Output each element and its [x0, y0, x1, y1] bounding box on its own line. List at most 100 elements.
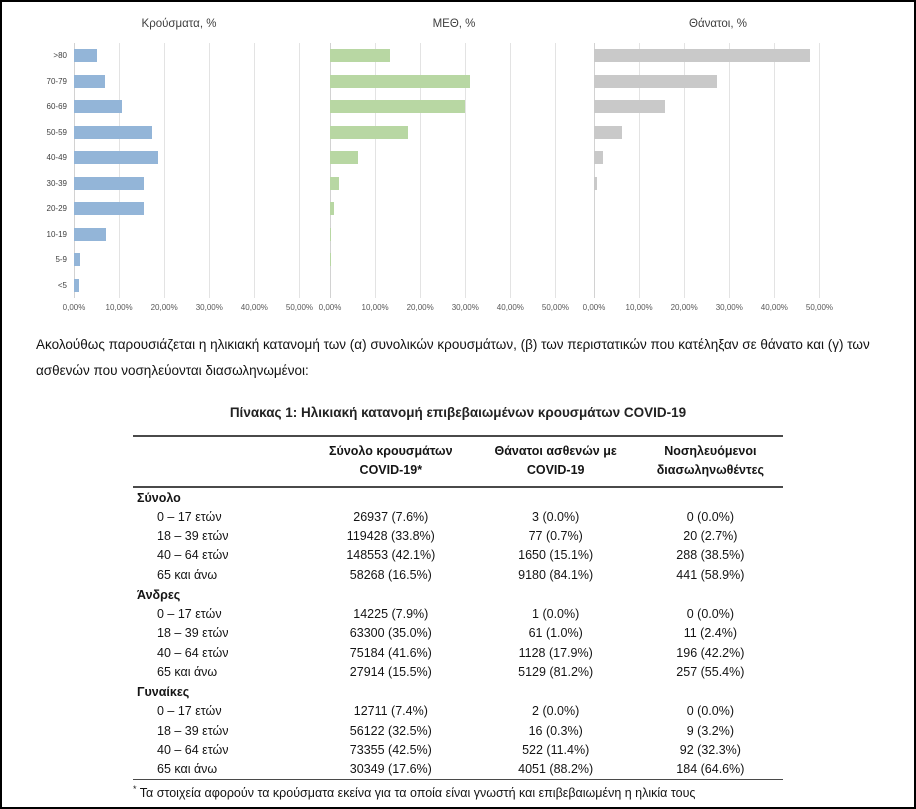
cell-value: 92 (32.3%): [679, 742, 741, 757]
bar-row: [74, 43, 322, 69]
bar: [74, 125, 153, 139]
age-group-label: 65 και άνω: [157, 567, 218, 582]
gridline: [330, 43, 331, 298]
bar-row: [594, 43, 842, 69]
x-tick-label: 40,00%: [760, 303, 788, 312]
section-label: Σύνολο: [137, 490, 181, 505]
x-tick-label: 50,00%: [541, 303, 570, 312]
cell-value: 9 (3.2%): [686, 723, 734, 738]
age-group-label: 40 – 64 ετών: [157, 742, 229, 757]
bar-group: [594, 43, 842, 298]
x-tick-label: 0,00%: [62, 303, 86, 312]
bar-row: [594, 273, 842, 299]
gridline: [594, 43, 595, 298]
gridline: [465, 43, 467, 298]
y-axis-label: 50-59: [46, 127, 67, 137]
gridline: [510, 43, 512, 298]
bar: [74, 74, 105, 88]
bar: [330, 100, 466, 114]
cell-value: 63300 (35.0%): [349, 626, 432, 641]
bar-row: [330, 247, 578, 273]
bar: [74, 151, 158, 165]
bar-row: [594, 222, 842, 248]
cell-value: 16 (0.3%): [528, 723, 583, 738]
footnote-row: * Τα στοιχεία αφορούν τα κρούσματα εκείν…: [133, 779, 783, 801]
cell-value: 1128 (17.9%): [518, 645, 593, 660]
cases-plot-area: [74, 43, 322, 298]
bar-row: [594, 171, 842, 197]
cell-value: 12711 (7.4%): [353, 704, 428, 719]
age-axis-labels: >80 70-79 60-69 50-59 40-49 30-39 20-29 10-19 5-…: [36, 43, 74, 298]
bar: [330, 125, 408, 139]
bar-row: [330, 94, 578, 120]
x-tick-label: 40,00%: [240, 303, 268, 312]
bar: [594, 151, 603, 165]
x-tick-label: 10,00%: [361, 303, 389, 312]
section-label: Άνδρες: [137, 587, 181, 602]
section-row: Σύνολο: [133, 487, 783, 508]
age-group-label: 65 και άνω: [157, 664, 218, 679]
bar: [74, 278, 79, 292]
x-tick-label: 20,00%: [150, 303, 178, 312]
cell-value: 0 (0.0%): [686, 704, 734, 719]
intro-paragraph: Ακολούθως παρουσιάζεται η ηλικιακή καταν…: [36, 337, 870, 378]
bar-row: [594, 196, 842, 222]
bar: [74, 49, 97, 63]
cell-value: 522 (11.4%): [522, 742, 590, 757]
gridline: [420, 43, 422, 298]
bar-row: [74, 196, 322, 222]
x-tick-label: 10,00%: [625, 303, 653, 312]
header-intubated: Νοσηλευόμενοι διασωληνωθέντες: [637, 436, 783, 488]
bar-row: [330, 171, 578, 197]
cell-value: 441 (58.9%): [676, 567, 745, 582]
table-row: 65 και άνω 30349 (17.6%) 4051 (88.2%) 184 (…: [133, 760, 783, 780]
cell-value: 58268 (16.5%): [349, 567, 432, 582]
icu-x-axis: 0,00% 10,00% 20,00% 30,00% 40,00% 50,00%: [319, 303, 578, 318]
table-row: 65 και άνω 27914 (15.5%) 5129 (81.2%) 257 (…: [133, 663, 783, 682]
bar: [74, 202, 144, 216]
bar-row: [594, 247, 842, 273]
deaths-chart: Θάνατοι, % 0,00% 10,00% 20,00% 30,00% 40,00%…: [583, 18, 842, 318]
bar-row: [330, 222, 578, 248]
cell-value: 14225 (7.9%): [353, 607, 429, 621]
bar-row: [330, 120, 578, 146]
cell-value: 75184 (41.6%): [349, 645, 432, 660]
table-row: 40 – 64 ετών 75184 (41.6%) 1128 (17.9%) 196…: [133, 644, 783, 663]
table-row: 0 – 17 ετών 26937 (7.6%) 3 (0.0%) 0 (0.0%): [133, 508, 783, 527]
charts-row: Κρούσματα, % >80 70-79 60-69 50-59 40-49 30-3…: [2, 2, 914, 318]
bar-row: [74, 247, 322, 273]
y-axis-label: 40-49: [46, 153, 67, 163]
section-row: Άνδρες: [133, 585, 783, 605]
bar-row: [330, 145, 578, 171]
bar-row: [74, 145, 322, 171]
section-label: Γυναίκες: [137, 685, 190, 699]
gridline: [254, 43, 256, 298]
bar-row: [594, 145, 842, 171]
x-tick-label: 40,00%: [496, 303, 524, 312]
bar-row: [330, 196, 578, 222]
icu-chart-title: ΜΕΘ, %: [432, 18, 476, 30]
gridline: [639, 43, 641, 298]
bar-row: [594, 94, 842, 120]
cell-value: 2 (0.0%): [532, 704, 580, 719]
gridline: [164, 43, 166, 298]
bar: [594, 74, 717, 88]
x-tick-label: 30,00%: [451, 303, 479, 312]
section-row: Γυναίκες: [133, 682, 783, 702]
age-group-label: 40 – 64 ετών: [157, 548, 229, 563]
x-tick-label: 10,00%: [105, 303, 133, 312]
age-group-label: 18 – 39 ετών: [157, 626, 229, 641]
bar-row: [594, 120, 842, 146]
deaths-plot-area: [594, 43, 842, 298]
cell-value: 3 (0.0%): [532, 509, 580, 524]
bar-row: [74, 69, 322, 95]
header-deaths: Θάνατοι ασθενών με COVID-19: [473, 436, 638, 488]
y-axis-label: <5: [57, 280, 67, 290]
table-row: 0 – 17 ετών 12711 (7.4%) 2 (0.0%) 0 (0.0%): [133, 702, 783, 721]
icu-chart-body: 0,00% 10,00% 20,00% 30,00% 40,00% 50,00%: [319, 43, 578, 318]
header-total-cases: Σύνολο κρουσμάτων COVID-19*: [308, 436, 474, 488]
footnote-text: Τα στοιχεία αφορούν τα κρούσματα εκείνα …: [139, 786, 696, 801]
table-row: 0 – 17 ετών 14225 (7.9%) 1 (0.0%) 0 (0.0%): [133, 605, 783, 624]
cases-x-axis: 0,00% 10,00% 20,00% 30,00% 40,00% 50,00%: [63, 303, 322, 318]
cell-value: 20 (2.7%): [683, 529, 738, 543]
